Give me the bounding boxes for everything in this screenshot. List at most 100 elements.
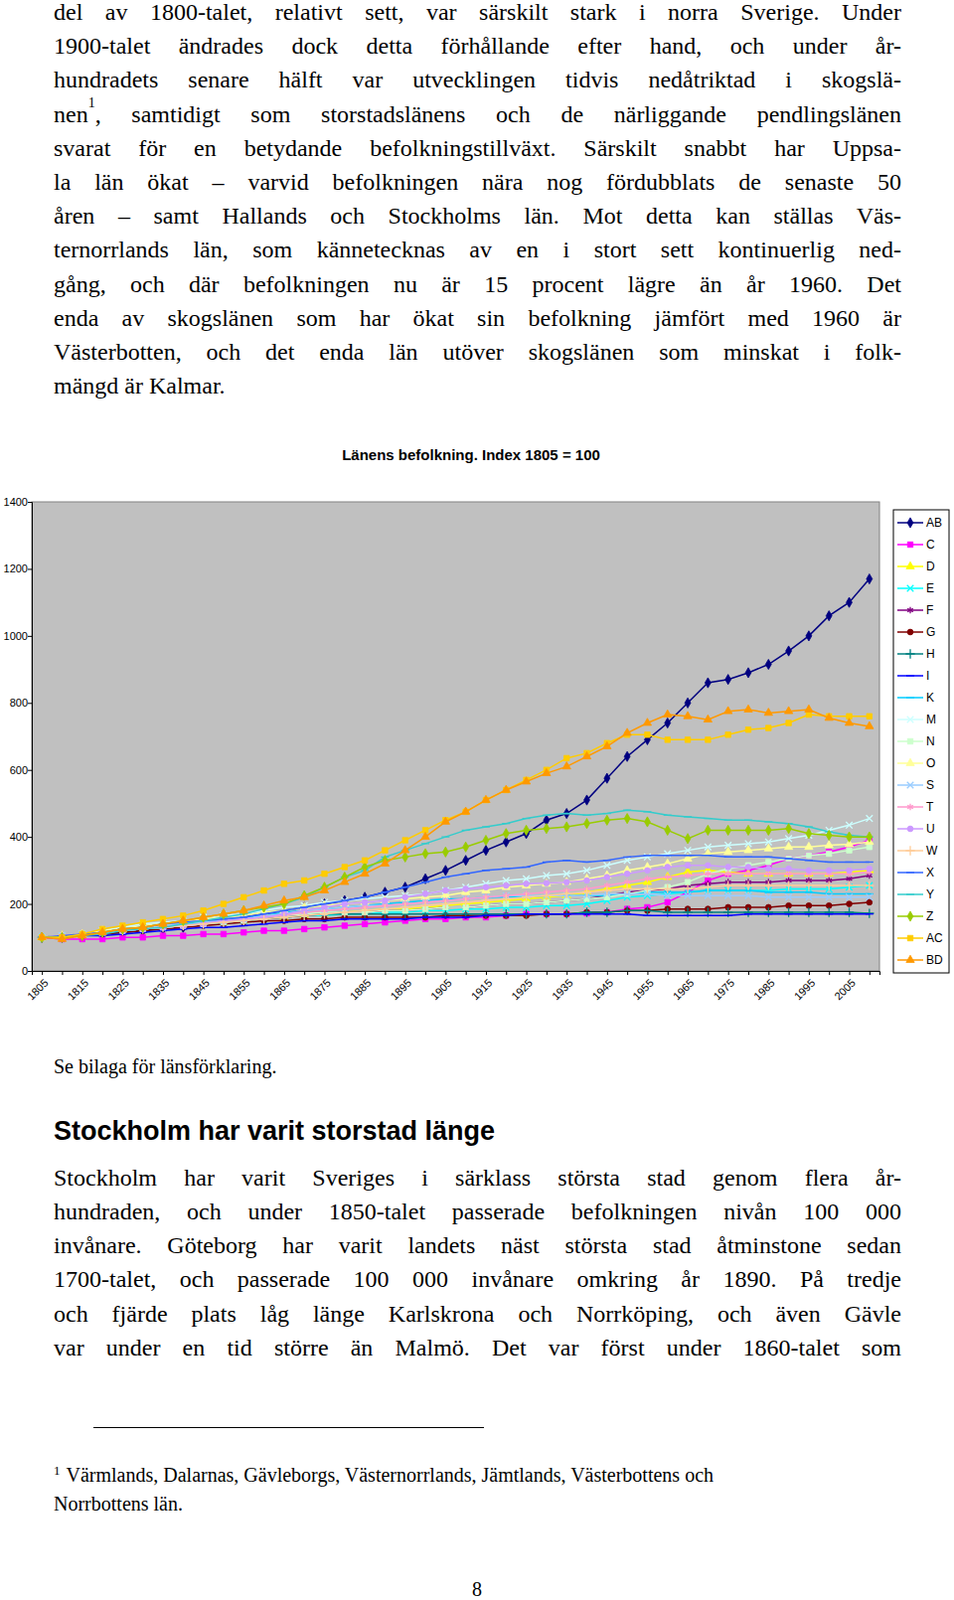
marker (360, 868, 369, 876)
series (37, 906, 875, 943)
legend-entry: AC (897, 931, 944, 946)
marker (865, 861, 874, 863)
marker (522, 913, 531, 915)
marker (542, 768, 551, 776)
tick-mark (27, 702, 32, 704)
marker (280, 910, 289, 912)
tick-label: 1955 (630, 976, 656, 1003)
marker (643, 853, 651, 861)
marker (582, 907, 592, 917)
tick-label: 1000 (3, 630, 28, 642)
marker (844, 907, 854, 917)
tick-label: 1965 (670, 976, 697, 1003)
legend-marker (907, 803, 914, 811)
tick (264, 970, 266, 975)
legend-entry: D (897, 559, 936, 574)
marker (301, 902, 309, 910)
series (38, 868, 872, 941)
legend-entry: H (897, 646, 936, 661)
tick-mark (27, 770, 32, 772)
marker (78, 931, 86, 939)
marker (78, 931, 86, 939)
marker (261, 887, 267, 893)
marker (766, 725, 772, 731)
marker (703, 915, 712, 917)
marker (624, 870, 631, 877)
marker (259, 914, 269, 924)
marker (684, 697, 691, 708)
marker (704, 677, 711, 688)
marker (380, 891, 389, 893)
legend-marker (905, 648, 915, 658)
marker (57, 934, 66, 942)
tick-label: 1825 (105, 976, 132, 1003)
marker (340, 900, 349, 902)
marker (642, 854, 651, 856)
series-line (41, 870, 870, 938)
marker (482, 845, 489, 856)
marker (765, 824, 772, 835)
tick-label: 1815 (64, 976, 91, 1003)
marker (703, 817, 712, 819)
marker (703, 882, 713, 892)
legend-entry: X (897, 865, 935, 880)
marker (764, 856, 773, 858)
marker (642, 718, 651, 726)
legend-label: BD (926, 953, 944, 967)
intro-paragraph: del av 1800-talet, relativt sett, var sä… (53, 0, 902, 403)
marker (866, 899, 873, 906)
marker (784, 880, 794, 890)
legend-frame (893, 509, 950, 973)
legend-entry: W (897, 843, 939, 858)
marker (461, 897, 471, 907)
marker (846, 867, 853, 874)
tick-label: 0 (21, 964, 28, 977)
tick-label: 1945 (590, 976, 617, 1003)
marker (764, 891, 773, 893)
marker (663, 850, 671, 858)
marker (583, 814, 592, 816)
marker (502, 882, 509, 889)
heading: Stockholm har varit storstad länge (53, 1113, 495, 1149)
tick (627, 970, 629, 975)
tick (546, 970, 548, 975)
marker (239, 916, 249, 926)
chart: Länens befolkning. Index 1805 = 10002004… (0, 437, 954, 1044)
marker (341, 923, 347, 929)
marker (663, 814, 672, 816)
tick-mark (425, 970, 427, 975)
marker (359, 906, 369, 916)
text-line: 1700-talet, och passerade 100 000 invåna… (53, 1262, 902, 1296)
marker (866, 865, 873, 872)
legend-label: X (926, 865, 935, 880)
marker (824, 861, 833, 863)
legend-label: G (926, 625, 936, 639)
marker (622, 884, 632, 894)
text-line: åren – samt Hallands och Stockholms län.… (53, 198, 902, 233)
marker (118, 924, 127, 932)
marker (239, 906, 248, 914)
marker (584, 818, 591, 829)
legend-marker (906, 561, 915, 569)
series-line (41, 855, 870, 939)
marker (866, 713, 872, 719)
tick-mark (646, 970, 648, 975)
marker (220, 931, 226, 937)
marker (421, 842, 430, 844)
marker (644, 867, 651, 874)
marker (723, 880, 733, 890)
marker (563, 821, 570, 832)
marker (844, 880, 854, 890)
series-line (41, 840, 870, 940)
legend-entry: I (897, 668, 930, 683)
tick-mark (82, 970, 84, 975)
legend-entry: AB (897, 515, 943, 530)
tick-mark (466, 970, 468, 975)
marker (604, 773, 611, 784)
series-line (41, 818, 870, 939)
tick-label: 1865 (267, 976, 294, 1003)
tick-mark (102, 970, 104, 975)
tick: 1905 (428, 970, 455, 1003)
marker (543, 880, 550, 887)
marker (662, 884, 672, 894)
